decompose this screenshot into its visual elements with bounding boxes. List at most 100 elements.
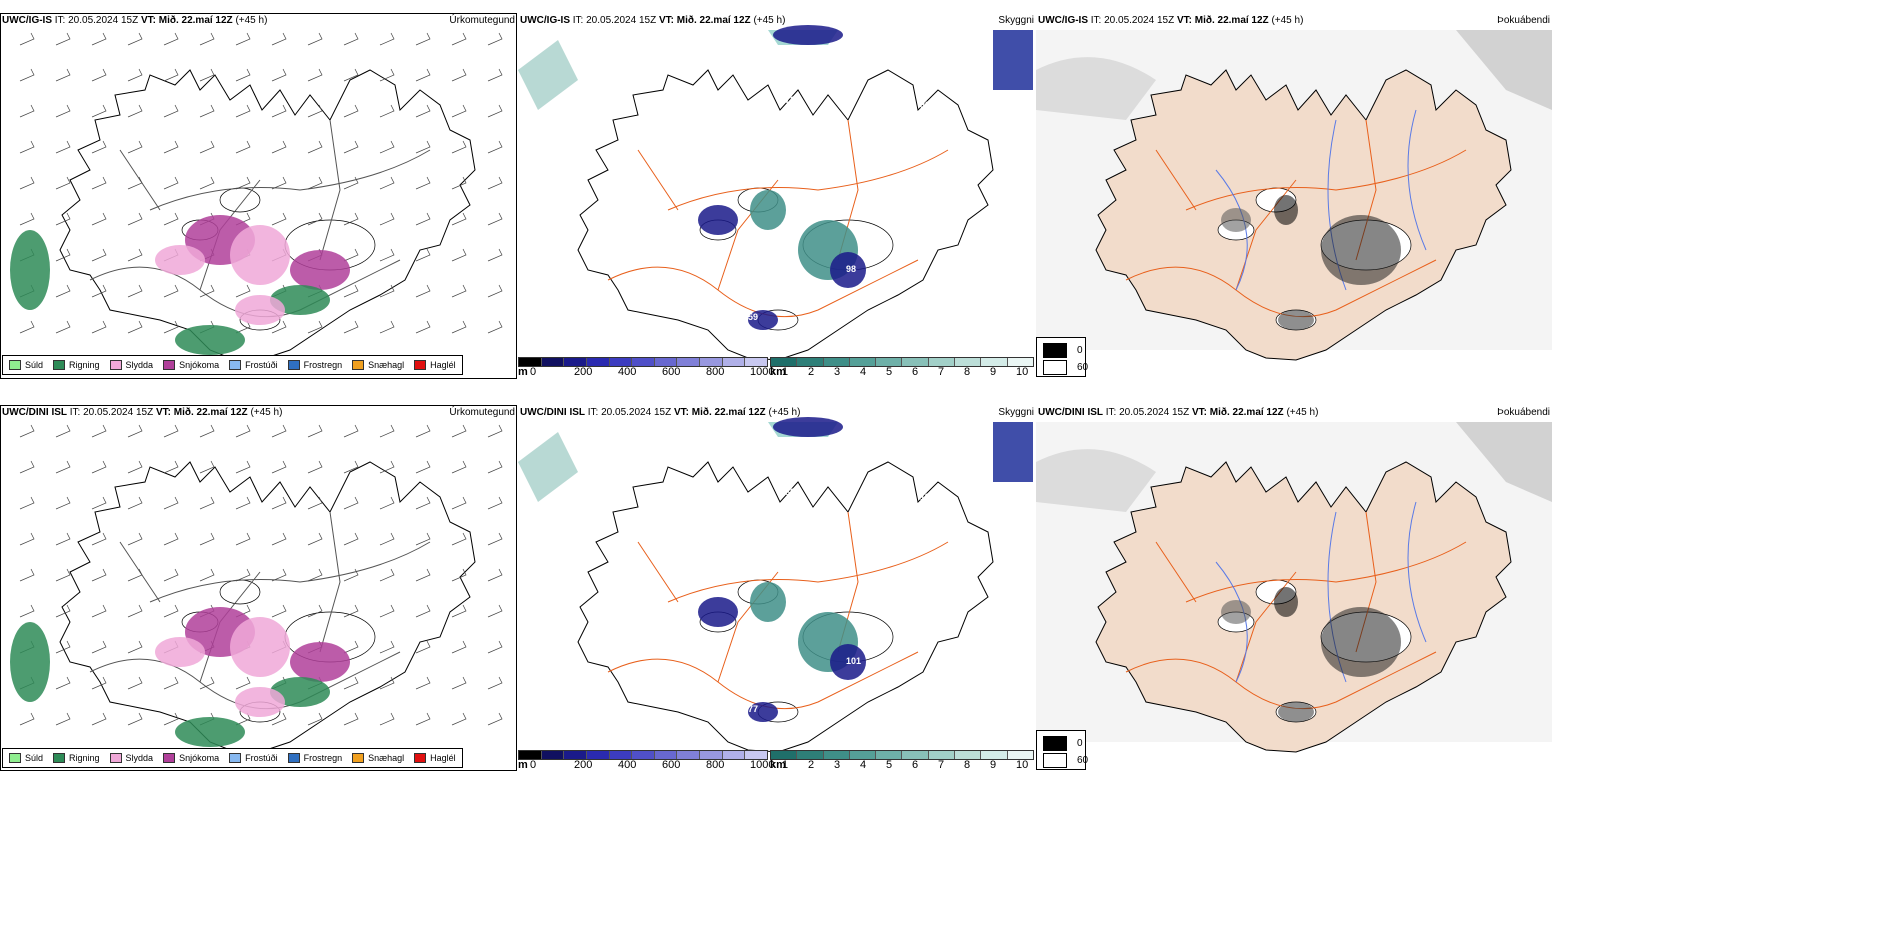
- scale-tick-label: 4: [860, 366, 867, 378]
- visibility-value-label: 95: [698, 52, 708, 62]
- scale-tick-label: 1: [782, 366, 789, 378]
- legend-item: Frostúði: [229, 360, 278, 370]
- wind-barb: [127, 320, 143, 334]
- wind-barb: [55, 104, 71, 118]
- panel-title: UWC/DINI ISL IT: 20.05.2024 15Z VT: Mið.…: [1038, 407, 1319, 418]
- scale-tick-label: 7: [938, 366, 945, 378]
- wind-barb: [19, 568, 35, 582]
- map-panel-1: 95 74 109 45 98 56 83 54 105 79 59 72 85: [518, 25, 1034, 361]
- visibility-value-label: 79: [711, 259, 721, 269]
- wind-barb: [127, 68, 143, 82]
- legend-swatch: [53, 753, 66, 763]
- wind-barb: [19, 104, 35, 118]
- road-network: [89, 119, 431, 318]
- panel-title: UWC/DINI ISL IT: 20.05.2024 15Z VT: Mið.…: [2, 407, 283, 418]
- legend-label: Frostúði: [245, 753, 278, 763]
- visibility-value-label: 45: [809, 211, 819, 221]
- wind-barb: [451, 568, 467, 582]
- wind-barb: [19, 212, 35, 226]
- legend-label: Snæhagl: [368, 360, 405, 370]
- wind-barb: [235, 424, 251, 438]
- precip-type-legend: Súld Rigning Slydda Snjókoma Frostúði Frostre…: [2, 748, 463, 768]
- wind-barb: [235, 104, 251, 118]
- wind-barb: [55, 712, 71, 726]
- weather-area: [750, 582, 786, 622]
- weather-area: [290, 250, 350, 290]
- wind-barb: [55, 32, 71, 46]
- wind-barb: [91, 32, 107, 46]
- wind-barb: [19, 424, 35, 438]
- legend-swatch: [352, 753, 365, 763]
- wind-barb: [379, 284, 395, 298]
- wind-barb: [271, 176, 287, 190]
- wind-barb: [307, 104, 323, 118]
- wind-barb: [487, 460, 503, 474]
- wind-barb: [451, 32, 467, 46]
- visibility-value-label: 59: [748, 312, 758, 322]
- wind-barb: [163, 496, 179, 510]
- weather-area: [1278, 702, 1314, 722]
- wind-barb: [487, 496, 503, 510]
- panel-field-name: Úrkomutegund: [449, 407, 515, 418]
- wind-barb: [487, 320, 503, 334]
- wind-barb: [451, 712, 467, 726]
- wind-barb: [487, 248, 503, 262]
- wind-barb: [343, 604, 359, 618]
- panel-field-name: Þokuábendi: [1497, 15, 1550, 26]
- wind-barb: [307, 604, 323, 618]
- wind-barb: [451, 320, 467, 334]
- legend-item: Frostúði: [229, 753, 278, 763]
- panel-field-name: Úrkomutegund: [449, 15, 515, 26]
- wind-barb: [415, 104, 431, 118]
- wind-barb: [343, 176, 359, 190]
- wind-barb: [91, 496, 107, 510]
- scale-tick-label: 0: [530, 759, 537, 771]
- wind-barb: [163, 460, 179, 474]
- wind-barb: [127, 712, 143, 726]
- wind-barb: [343, 424, 359, 438]
- wind-barb: [343, 104, 359, 118]
- wind-barb: [127, 32, 143, 46]
- wind-barb: [415, 640, 431, 654]
- map-panel-3: [10, 424, 503, 753]
- legend-swatch: [229, 753, 242, 763]
- wind-barb: [307, 424, 323, 438]
- weather-area: [155, 637, 205, 667]
- visibility-value-label: 62: [724, 588, 734, 598]
- wind-barb: [487, 176, 503, 190]
- wind-barb: [55, 532, 71, 546]
- scale-color-bar: [518, 357, 768, 367]
- weather-area: [175, 325, 245, 355]
- wind-barb: [91, 176, 107, 190]
- fog-legend-row: 0: [1043, 343, 1083, 358]
- wind-barb: [487, 104, 503, 118]
- fog-legend-swatch: [1043, 736, 1067, 751]
- panel-header-row: UWC/DINI ISL IT: 20.05.2024 15Z VT: Mið.…: [0, 407, 517, 421]
- wind-barb: [271, 460, 287, 474]
- wind-barb: [91, 712, 107, 726]
- legend-label: Rigning: [69, 360, 100, 370]
- wind-barb: [55, 640, 71, 654]
- wind-barb: [235, 532, 251, 546]
- wind-barb: [415, 140, 431, 154]
- scale-tick-label: 800: [706, 366, 725, 378]
- scale-tick-label: 800: [706, 759, 725, 771]
- weather-area: [773, 417, 843, 437]
- scale-tick-label: 400: [618, 366, 637, 378]
- wind-barb: [415, 424, 431, 438]
- visibility-value-label: 56: [883, 317, 893, 327]
- wind-barb: [271, 212, 287, 226]
- height-scale: m 0 200 400 600 800 1000: [518, 750, 774, 772]
- wind-barb: [343, 248, 359, 262]
- panel-title: UWC/IG-IS IT: 20.05.2024 15Z VT: Mið. 22…: [520, 15, 786, 26]
- weather-area: [748, 310, 778, 330]
- wind-barb: [415, 568, 431, 582]
- wind-barb: [415, 176, 431, 190]
- wind-barb: [271, 568, 287, 582]
- wind-barb: [415, 676, 431, 690]
- wind-barb: [19, 140, 35, 154]
- wind-barb: [451, 248, 467, 262]
- scale-tick-label: 200: [574, 759, 593, 771]
- visibility-value-label: 302: [994, 598, 1009, 608]
- wind-barb: [307, 68, 323, 82]
